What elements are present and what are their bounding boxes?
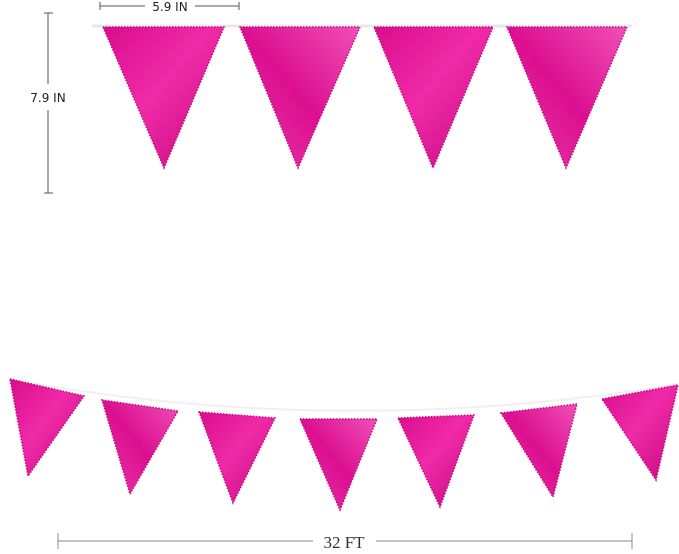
pennant-flag <box>298 418 379 512</box>
flag-width-dimension <box>99 2 240 10</box>
pennant-flag <box>197 411 277 505</box>
pennant-flag <box>505 26 629 170</box>
pennant-flag <box>499 403 579 499</box>
pennant-flag <box>9 378 86 478</box>
total-length-label: 32 FT <box>323 533 365 552</box>
pennant-flag <box>600 384 679 482</box>
pennant-flag <box>396 414 476 509</box>
pennant-flag <box>372 26 495 170</box>
pennant-flag <box>100 399 180 496</box>
top-flag-row <box>101 26 629 170</box>
flag-height-label: 7.9 IN <box>30 91 65 105</box>
pennant-flag <box>238 26 362 170</box>
total-length-dimension <box>57 533 633 549</box>
bottom-flag-row <box>9 378 679 512</box>
flag-width-label: 5.9 IN <box>152 0 187 14</box>
bottom-string <box>7 378 679 412</box>
flag-height-dimension <box>44 12 53 194</box>
pennant-flag <box>101 26 226 170</box>
